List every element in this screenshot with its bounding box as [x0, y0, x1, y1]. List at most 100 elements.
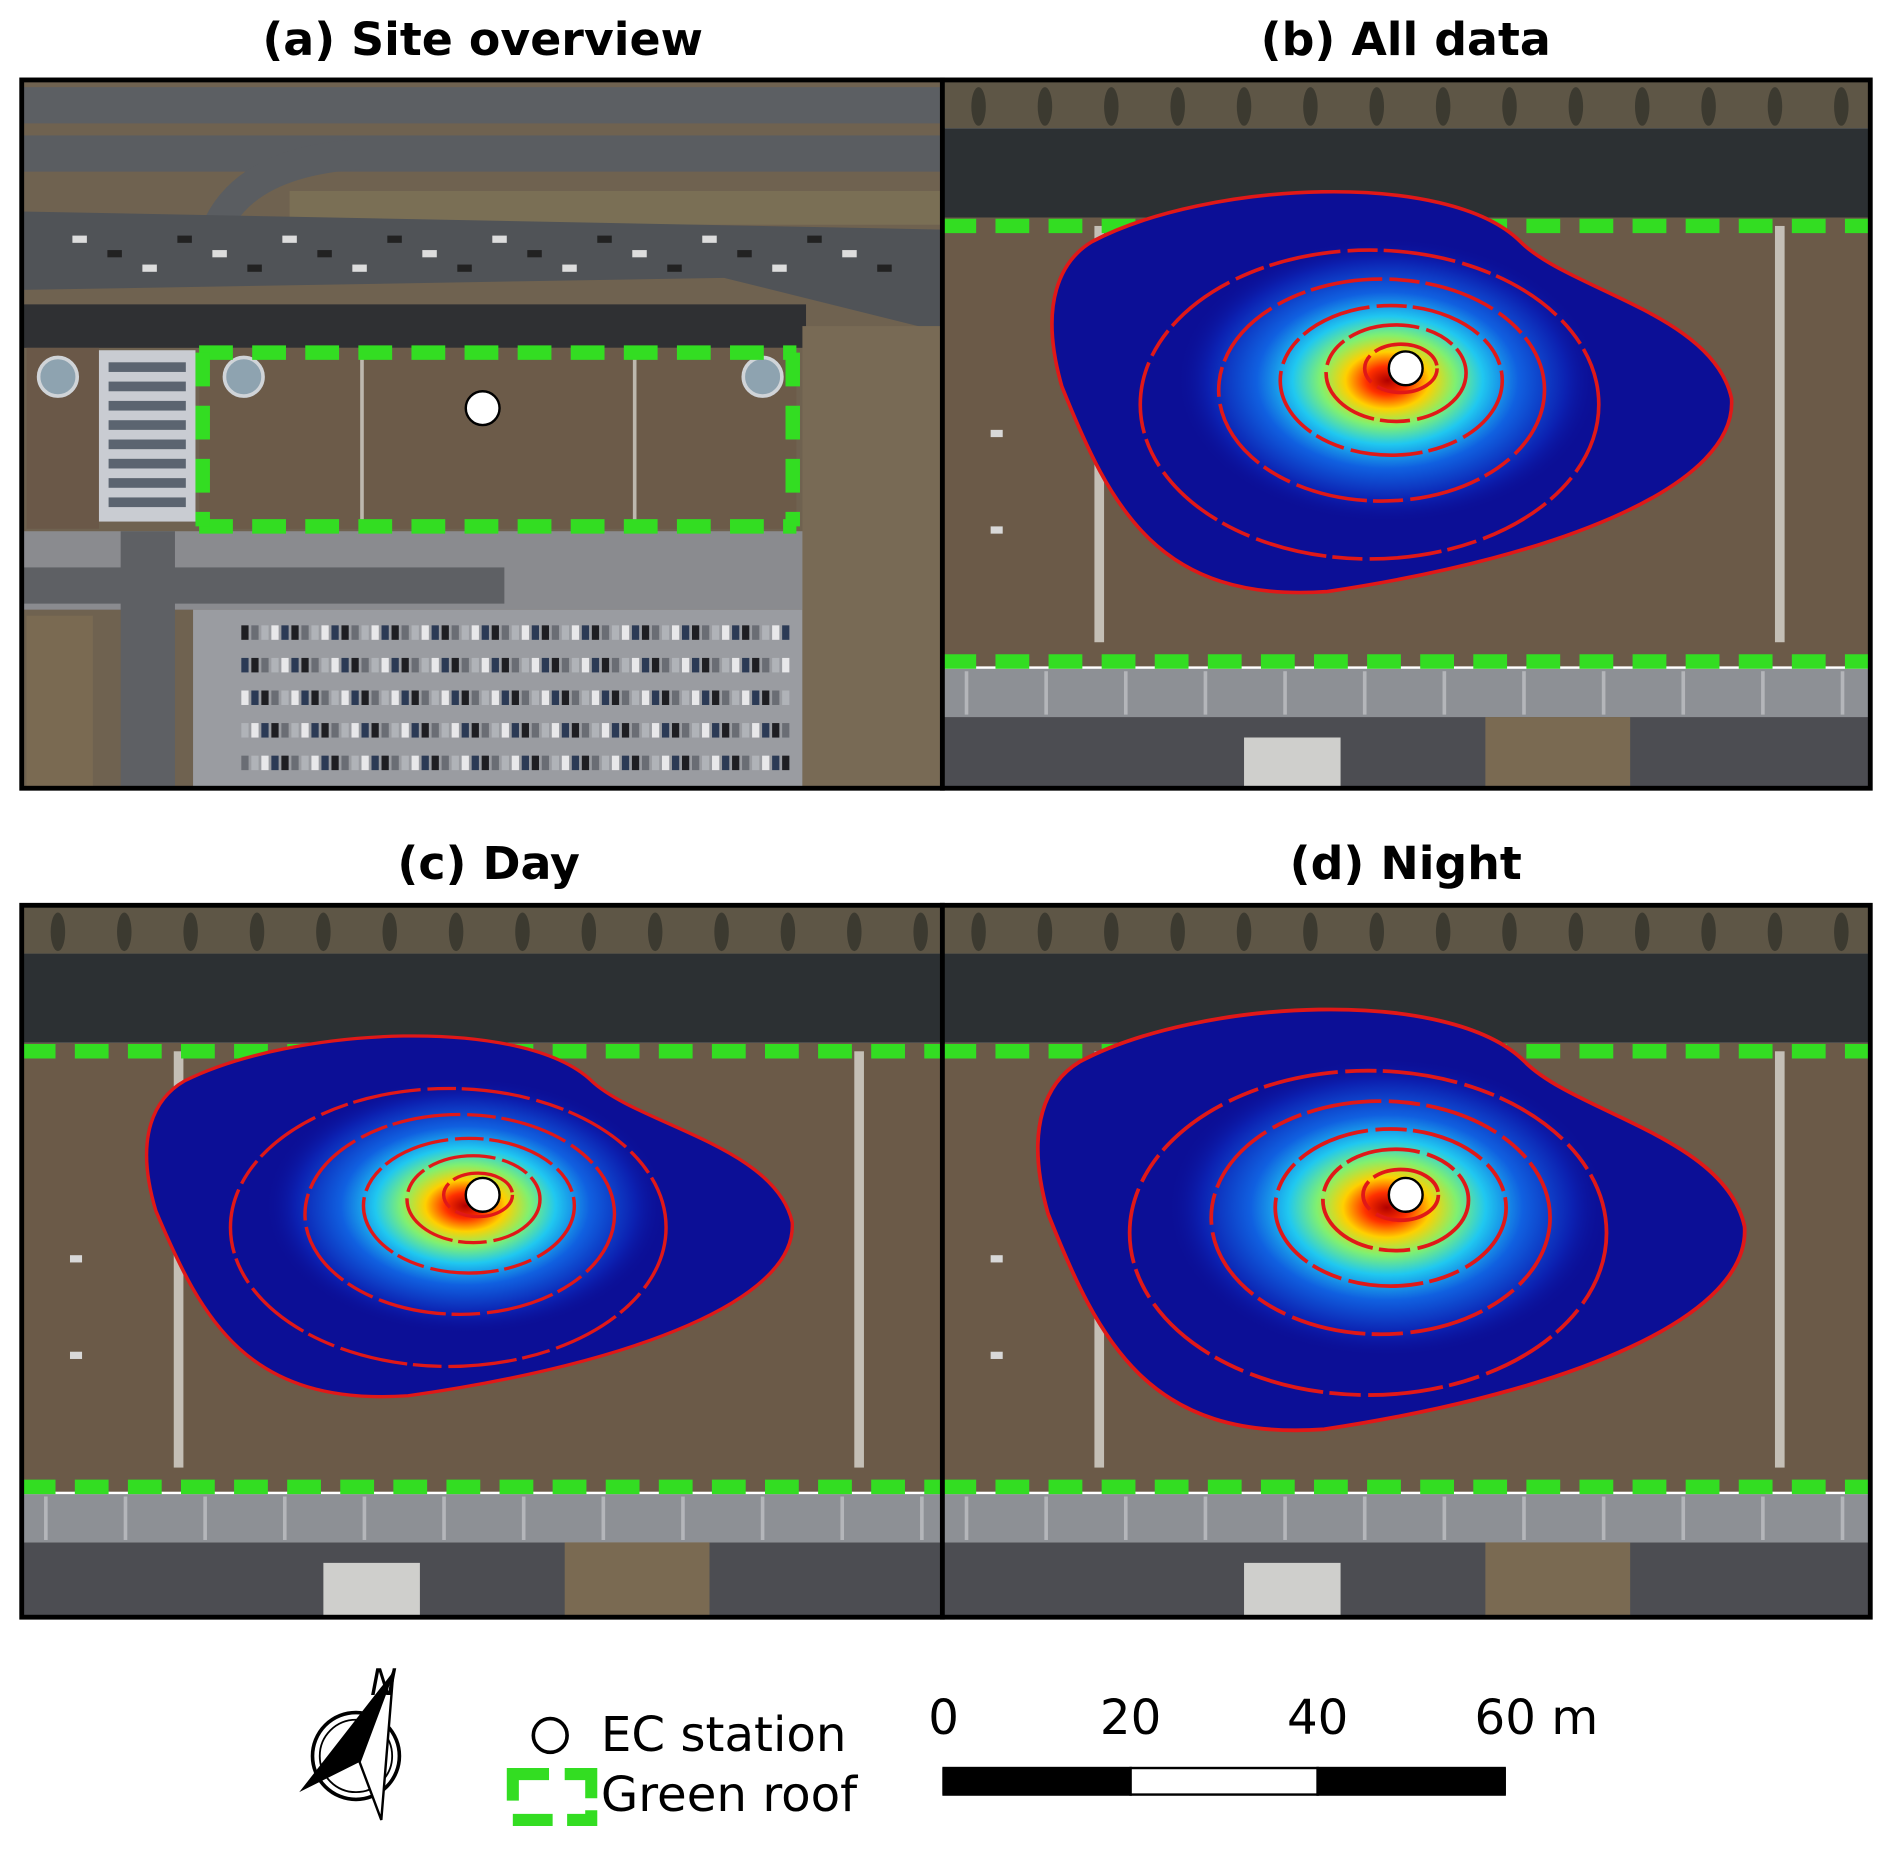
car [301, 755, 309, 771]
car [422, 250, 437, 258]
building-edge [21, 304, 807, 348]
car [461, 723, 469, 738]
car [241, 690, 249, 705]
car [381, 657, 389, 673]
tree [1767, 87, 1783, 126]
car [762, 755, 770, 771]
car [732, 690, 740, 705]
car [611, 690, 620, 705]
car [742, 625, 750, 640]
car [722, 625, 730, 640]
scale-label: 0 [928, 1690, 959, 1746]
tree [1236, 912, 1252, 952]
tree [1568, 912, 1584, 952]
footprint [1050, 190, 1734, 595]
car [641, 657, 650, 673]
footprint-contour [1273, 1127, 1509, 1288]
car [782, 657, 790, 673]
tree [1435, 912, 1451, 952]
roof [199, 347, 797, 529]
car [341, 723, 349, 738]
car [391, 625, 399, 640]
footprint-contour [405, 1154, 542, 1245]
car [351, 625, 359, 640]
car [521, 723, 529, 738]
car [737, 250, 752, 258]
car [581, 755, 590, 771]
roof-fixture [69, 1255, 83, 1263]
car [491, 723, 499, 738]
car [571, 625, 580, 640]
car [842, 250, 857, 258]
road [21, 87, 943, 124]
car [251, 657, 259, 673]
road [21, 135, 943, 172]
car [271, 755, 279, 771]
tree [913, 912, 928, 952]
car [411, 755, 419, 771]
panel-title: (d) Night [1290, 836, 1522, 890]
car [501, 625, 509, 640]
car [391, 690, 399, 705]
ec-station [1387, 350, 1424, 387]
footprint-contour [361, 1136, 577, 1275]
car [742, 755, 750, 771]
car [601, 657, 610, 673]
solar-panel [108, 400, 186, 411]
car [732, 755, 740, 771]
car [371, 690, 379, 705]
car [601, 723, 610, 738]
car [541, 723, 550, 738]
tree [1303, 87, 1318, 126]
car [621, 625, 630, 640]
car [481, 690, 489, 705]
car [311, 625, 319, 640]
tree [448, 912, 464, 952]
car [501, 657, 509, 673]
facade [21, 1494, 943, 1543]
car [401, 755, 409, 771]
car [281, 690, 289, 705]
tree [847, 912, 862, 952]
car [341, 657, 349, 673]
car [782, 723, 790, 738]
car [641, 690, 650, 705]
panel-title: (b) All data [1261, 12, 1551, 66]
car [431, 690, 439, 705]
car [561, 755, 570, 771]
car [271, 723, 279, 738]
car [601, 690, 610, 705]
grass [564, 1542, 710, 1618]
car [702, 755, 710, 771]
tree [1037, 87, 1053, 126]
car [692, 657, 700, 673]
car [481, 657, 489, 673]
panel-title: (a) Site overview [262, 12, 703, 66]
car [752, 755, 760, 771]
legend-station-symbol [531, 1716, 569, 1755]
solar-roof [98, 350, 196, 522]
car [591, 625, 600, 640]
car [281, 625, 289, 640]
building-edge [21, 953, 943, 1043]
car [601, 625, 610, 640]
solar-panel [108, 362, 186, 372]
car [807, 235, 822, 243]
car [762, 690, 770, 705]
legend-label: Green roof [601, 1767, 858, 1823]
footprint-contour [1127, 1068, 1609, 1397]
tree [1701, 87, 1716, 126]
car [461, 690, 469, 705]
car [527, 250, 542, 258]
car [471, 723, 479, 738]
car [661, 755, 670, 771]
car [561, 625, 570, 640]
footprint-contour [1138, 248, 1601, 561]
legend: EC station Green roof [506, 1707, 858, 1826]
car [321, 625, 329, 640]
car [311, 690, 319, 705]
tree [581, 912, 597, 952]
car [581, 625, 590, 640]
car [702, 625, 710, 640]
